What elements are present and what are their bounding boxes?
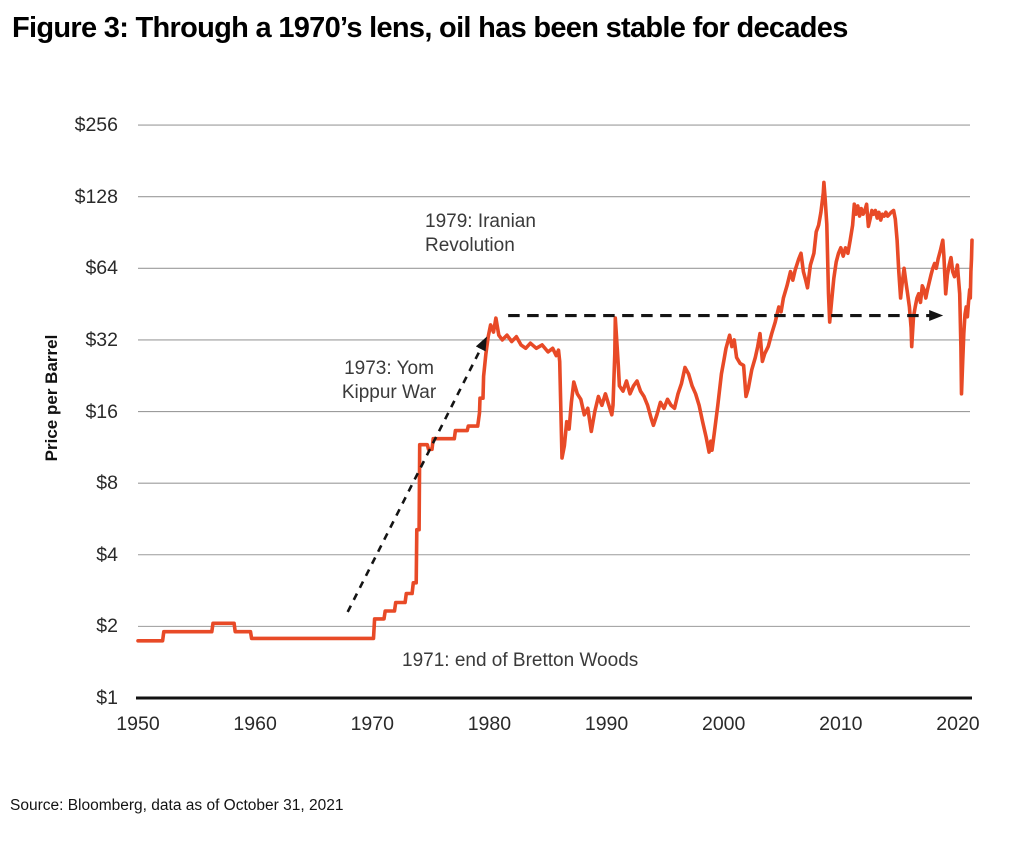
annotation-bretton-woods: 1971: end of Bretton Woods bbox=[402, 649, 638, 673]
annotation-iranian-revolution: 1979: Iranian Revolution bbox=[425, 210, 536, 257]
x-tick-label: 2000 bbox=[701, 713, 746, 735]
annotation-line: 1971: end of Bretton Woods bbox=[402, 650, 639, 671]
figure-title: Figure 3: Through a 1970’s lens, oil has… bbox=[12, 12, 848, 44]
x-tick-label: 2020 bbox=[936, 713, 980, 735]
x-tick-label: 1990 bbox=[584, 713, 629, 735]
annotation-line: 1979: Iranian bbox=[425, 211, 536, 232]
source-note: Source: Bloomberg, data as of October 31… bbox=[10, 797, 344, 814]
annotation-line: Revolution bbox=[425, 234, 515, 256]
y-tick-label: $32 bbox=[85, 328, 118, 351]
x-tick-label: 1980 bbox=[467, 713, 512, 735]
y-tick-label: $1 bbox=[96, 687, 118, 709]
price-chart-svg bbox=[136, 124, 974, 700]
y-tick-label: $2 bbox=[96, 615, 118, 638]
annotation-yom-kippur-war: 1973: Yom Kippur War bbox=[320, 357, 458, 404]
oil-price-line bbox=[136, 180, 974, 643]
x-tick-label: 2010 bbox=[819, 713, 863, 735]
y-tick-label: $64 bbox=[85, 257, 118, 280]
y-tick-label: $16 bbox=[85, 400, 118, 423]
annotation-line: 1973: Yom bbox=[344, 358, 434, 379]
x-tick-label: 1970 bbox=[350, 713, 394, 735]
x-tick-label: 1950 bbox=[116, 713, 160, 735]
y-axis-title: Price per Barrel bbox=[42, 334, 61, 462]
x-tick-label: 1960 bbox=[233, 713, 277, 735]
y-tick-label: $8 bbox=[96, 472, 118, 495]
y-tick-label: $128 bbox=[74, 185, 118, 208]
y-tick-label: $4 bbox=[96, 543, 118, 566]
annotation-line: Kippur War bbox=[341, 381, 437, 403]
seventies-runup-arrow bbox=[346, 336, 488, 613]
y-tick-label: $256 bbox=[74, 114, 118, 137]
